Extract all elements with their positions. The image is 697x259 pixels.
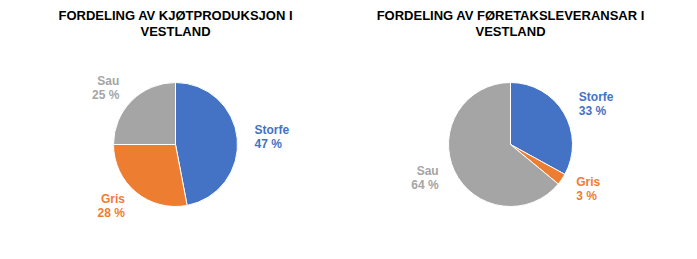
svg-text:25 %: 25 % — [92, 88, 120, 102]
svg-text:Sau: Sau — [417, 164, 439, 178]
svg-text:Storfe: Storfe — [255, 123, 290, 137]
svg-text:3 %: 3 % — [576, 189, 597, 203]
svg-text:33 %: 33 % — [579, 104, 607, 118]
html-text:FORDELING AV FØRETAKSLEVERANSA: FORDELING AV FØRETAKSLEVERANSAR I VESTLA… — [376, 8, 645, 39]
svg-text:28 %: 28 % — [98, 206, 126, 220]
svg-text:64 %: 64 % — [411, 178, 439, 192]
svg-text:Storfe: Storfe — [579, 90, 614, 104]
svg-text:Sau: Sau — [97, 74, 119, 88]
html-text:FORDELING AV KJØTPRODUKSJON I: FORDELING AV KJØTPRODUKSJON I VESTLAND — [58, 8, 293, 39]
svg-text:47 %: 47 % — [255, 137, 283, 151]
svg-text:Gris: Gris — [576, 175, 600, 189]
svg-text:Gris: Gris — [101, 192, 125, 206]
